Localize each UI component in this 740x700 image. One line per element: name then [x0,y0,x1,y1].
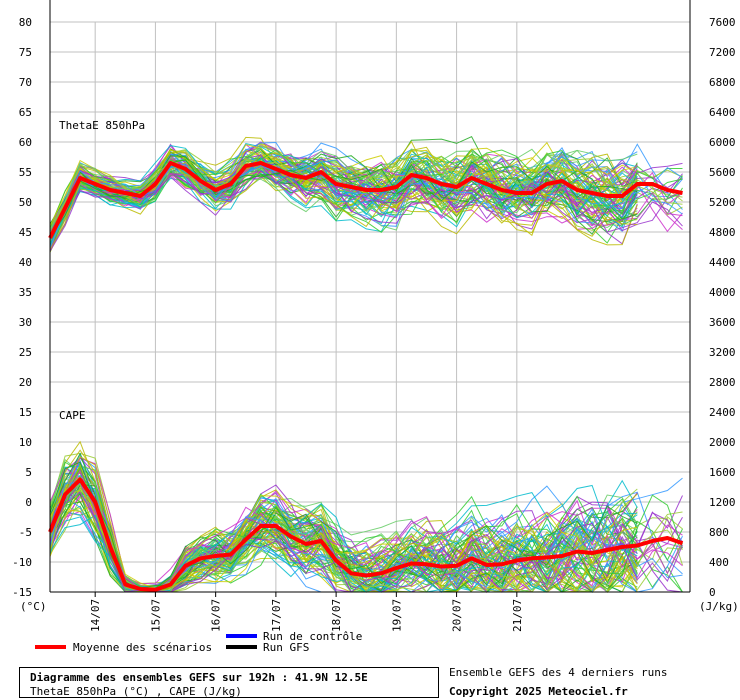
ensemble-member-line [49,457,683,585]
left-tick-label: 30 [19,316,32,329]
right-tick-label: 4400 [709,256,736,269]
right-tick-label: 3600 [709,316,736,329]
ensemble-member-line [49,170,683,252]
left-tick-label: 35 [19,286,32,299]
left-tick-label: 10 [19,436,32,449]
right-tick-label: 4000 [709,286,736,299]
right-tick-label: 7600 [709,16,736,29]
right-tick-label: 3200 [709,346,736,359]
left-tick-label: 65 [19,106,32,119]
right-tick-label: 0 [709,586,716,599]
right-tick-label: 6000 [709,136,736,149]
ensemble-members [49,136,683,594]
panel-label-cape: CAPE [59,409,86,422]
left-tick-label: 40 [19,256,32,269]
x-tick-label: 20/07 [451,599,464,632]
x-tick-label: 18/07 [330,599,343,632]
left-tick-label: 60 [19,136,32,149]
left-tick-label: 20 [19,376,32,389]
x-tick-label: 17/07 [270,599,283,632]
legend: Moyenne des scénarios Run de contrôle Ru… [35,630,362,654]
x-tick-label: 21/07 [511,599,524,632]
x-tick-label: 19/07 [390,599,403,632]
ensemble-member-line [49,150,638,240]
mean-series-line [48,477,684,592]
right-tick-label: 2400 [709,406,736,419]
diagram-subtitle: ThetaE 850hPa (°C) , CAPE (J/kg) [30,685,242,698]
diagram-title: Diagramme des ensembles GEFS sur 192h : … [30,671,368,684]
right-tick-label: 1200 [709,496,736,509]
left-tick-label: -5 [19,526,32,539]
mean-series-line [48,161,683,239]
legend-label-gfs: Run GFS [263,641,309,654]
right-tick-label: 5200 [709,196,736,209]
right-axis-unit: (J/kg) [699,600,739,613]
ensemble-member-line [49,163,638,249]
right-tick-label: 4800 [709,226,736,239]
right-tick-label: 800 [709,526,729,539]
left-tick-label: 45 [19,226,32,239]
panel-label-thetae: ThetaE 850hPa [59,119,145,132]
ensemble-member-line [49,162,683,239]
left-tick-label: 5 [25,466,32,479]
ensemble-note: Ensemble GEFS des 4 derniers runs [449,666,668,679]
ensemble-member-line [49,141,683,237]
left-tick-label: 55 [19,166,32,179]
right-tick-label: 7200 [709,46,736,59]
x-tick-label: 14/07 [89,599,102,632]
ensemble-member-line [49,157,638,245]
left-tick-label: 50 [19,196,32,209]
right-tick-label: 2800 [709,376,736,389]
left-tick-label: -10 [12,556,32,569]
ensemble-member-line [49,461,638,589]
ensemble-member-line [49,145,638,230]
ensemble-member-line [49,154,683,231]
left-tick-label: -15 [12,586,32,599]
info-box: Diagramme des ensembles GEFS sur 192h : … [19,667,439,698]
left-tick-label: 70 [19,76,32,89]
x-tick-label: 15/07 [149,599,162,632]
legend-label-control: Run de contrôle [263,630,362,643]
grid [50,21,690,593]
legend-label-mean: Moyenne des scénarios [73,641,212,654]
right-tick-label: 1600 [709,466,736,479]
left-tick-label: 75 [19,46,32,59]
left-tick-label: 0 [25,496,32,509]
left-tick-label: 15 [19,406,32,419]
right-tick-label: 6400 [709,106,736,119]
plot-frame [49,0,691,593]
right-tick-label: 6800 [709,76,736,89]
left-tick-label: 25 [19,346,32,359]
x-tick-label: 16/07 [210,599,223,632]
mean-lines [48,161,684,592]
left-tick-label: 80 [19,16,32,29]
right-tick-label: 400 [709,556,729,569]
copyright: Copyright 2025 Meteociel.fr [449,685,628,698]
right-tick-label: 2000 [709,436,736,449]
right-tick-label: 5600 [709,166,736,179]
left-axis-unit: (°C) [20,600,47,613]
